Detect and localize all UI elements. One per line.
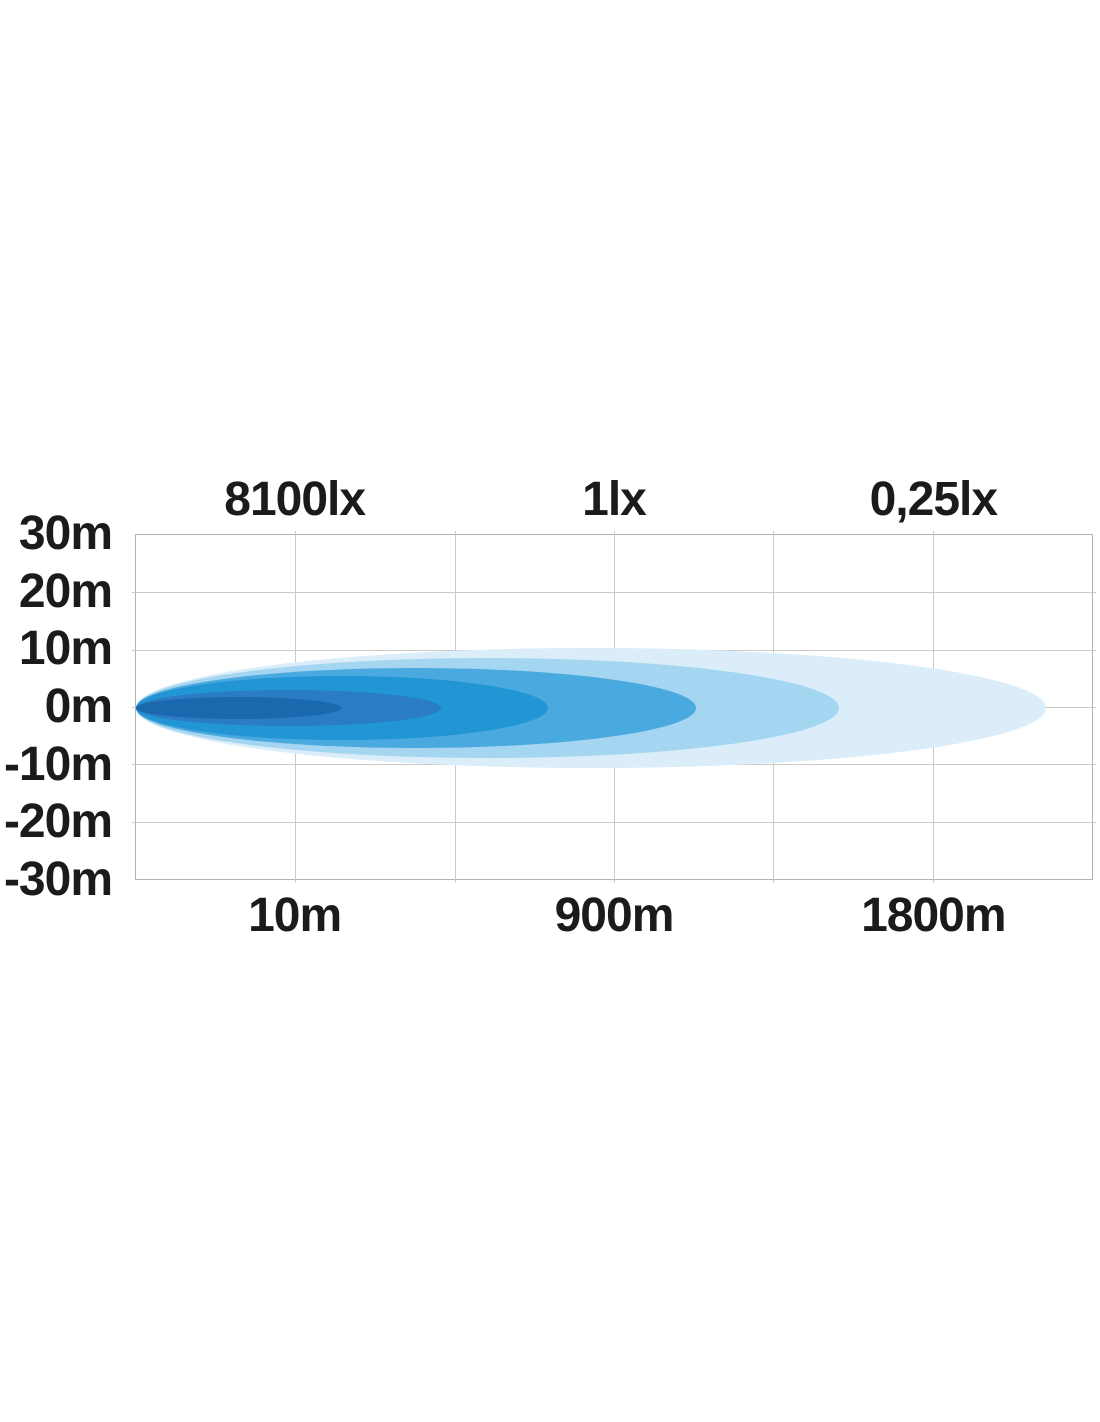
bottom-distance-label: 900m: [554, 889, 675, 942]
y-tick-label: 30m: [18, 507, 113, 560]
y-tick-label: 0m: [44, 680, 113, 733]
top-lux-label: 1lx: [582, 473, 647, 526]
horizontal-gridline: [132, 821, 1096, 823]
plot-area: [132, 531, 1096, 883]
y-tick-label: 10m: [18, 622, 113, 676]
top-lux-label: 0,25lx: [869, 473, 998, 526]
y-tick-label: -30m: [3, 853, 113, 906]
zone-8100lx-core: [136, 696, 341, 720]
y-tick-label: -10m: [3, 737, 113, 791]
top-lux-label: 8100lx: [224, 473, 366, 526]
horizontal-gridline: [132, 592, 1096, 594]
bottom-distance-label: 1800m: [861, 889, 1006, 942]
bottom-distance-label: 10m: [248, 889, 342, 942]
y-tick-label: 20m: [18, 564, 113, 618]
y-tick-label: -20m: [3, 795, 113, 849]
